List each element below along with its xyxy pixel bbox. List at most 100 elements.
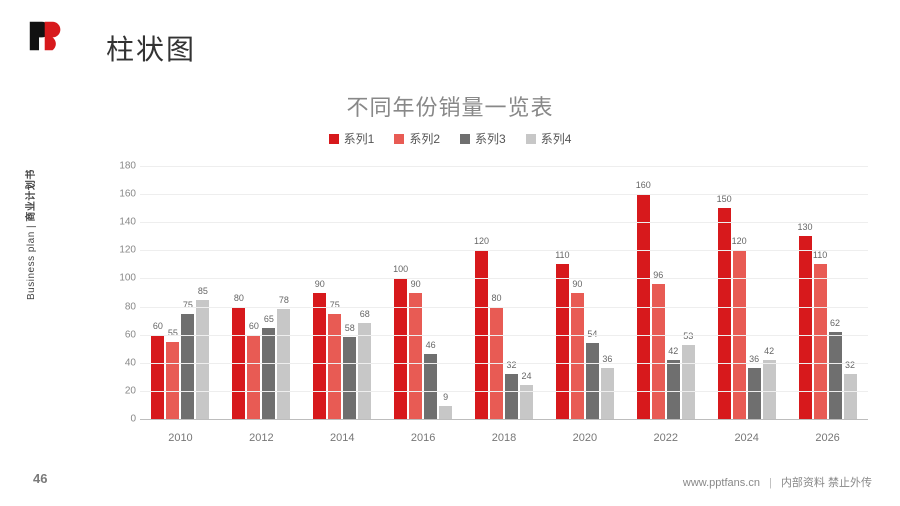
bar-value: 110 <box>555 250 569 260</box>
bar-value: 78 <box>279 295 289 305</box>
page-title: 柱状图 <box>106 28 196 68</box>
bar: 96 <box>652 284 665 419</box>
bar-value: 85 <box>198 286 208 296</box>
bar: 110 <box>556 264 569 419</box>
bar: 90 <box>571 293 584 420</box>
legend-swatch <box>460 134 470 144</box>
legend-label: 系列1 <box>344 130 375 147</box>
footer-note: 内部资料 禁止外传 <box>781 477 872 489</box>
bar: 32 <box>505 374 518 419</box>
grid-line <box>140 335 868 336</box>
bar-value: 65 <box>264 314 274 324</box>
side-label-zh: 商业计划书 <box>26 169 37 222</box>
bar-value: 160 <box>636 180 651 190</box>
bar: 150 <box>718 208 731 419</box>
y-tick: 160 <box>112 189 136 200</box>
grid-line <box>140 194 868 195</box>
bar-group: 10090469 <box>383 166 464 419</box>
bar-value: 75 <box>183 300 193 310</box>
y-tick: 100 <box>112 273 136 284</box>
chart-title: 不同年份销量一览表 <box>0 90 900 122</box>
bar-value: 32 <box>845 360 855 370</box>
x-tick: 2018 <box>464 432 545 444</box>
y-tick: 20 <box>112 385 136 396</box>
bar: 54 <box>586 343 599 419</box>
bar-value: 80 <box>491 293 501 303</box>
bar: 78 <box>277 309 290 419</box>
bar: 90 <box>409 293 422 420</box>
legend-item: 系列2 <box>394 130 440 147</box>
y-tick: 40 <box>112 357 136 368</box>
bar: 36 <box>748 368 761 419</box>
x-tick: 2020 <box>544 432 625 444</box>
bar-value: 75 <box>330 300 340 310</box>
bar-group: 120803224 <box>464 166 545 419</box>
grid-line <box>140 363 868 364</box>
x-tick: 2022 <box>625 432 706 444</box>
bar-value: 32 <box>506 360 516 370</box>
bar-value: 80 <box>234 293 244 303</box>
bar: 75 <box>181 314 194 419</box>
y-tick: 0 <box>112 414 136 425</box>
bar: 60 <box>247 335 260 419</box>
grid-line <box>140 391 868 392</box>
bar-groups: 6055758580606578907558681009046912080322… <box>140 166 868 419</box>
bar-group: 80606578 <box>221 166 302 419</box>
bar-value: 46 <box>426 340 436 350</box>
bar-group: 1301106232 <box>787 166 868 419</box>
legend-swatch <box>394 134 404 144</box>
bar-value: 110 <box>813 250 827 260</box>
grid-line <box>140 166 868 167</box>
legend-swatch <box>526 134 536 144</box>
y-tick: 80 <box>112 301 136 312</box>
bar: 100 <box>394 278 407 419</box>
bar-group: 110905436 <box>544 166 625 419</box>
bar: 36 <box>601 368 614 419</box>
x-tick: 2016 <box>383 432 464 444</box>
brand-logo <box>26 20 62 52</box>
bar: 65 <box>262 328 275 419</box>
bar: 62 <box>829 332 842 419</box>
legend-label: 系列4 <box>541 130 572 147</box>
bar: 90 <box>313 293 326 420</box>
bar-value: 60 <box>153 321 163 331</box>
y-tick: 180 <box>112 161 136 172</box>
footer: www.pptfans.cn | 内部资料 禁止外传 <box>683 474 872 490</box>
bar-chart: 6055758580606578907558681009046912080322… <box>106 160 876 450</box>
bar-group: 60557585 <box>140 166 221 419</box>
x-tick: 2010 <box>140 432 221 444</box>
legend-label: 系列3 <box>475 130 506 147</box>
bar-value: 68 <box>360 309 370 319</box>
bar-value: 42 <box>668 346 678 356</box>
page-number: 46 <box>33 471 47 486</box>
chart-legend: 系列1 系列2 系列3 系列4 <box>0 130 900 147</box>
bar-value: 62 <box>830 318 840 328</box>
legend-item: 系列4 <box>526 130 572 147</box>
x-tick: 2014 <box>302 432 383 444</box>
x-tick: 2012 <box>221 432 302 444</box>
bar-value: 120 <box>474 236 489 246</box>
bar: 46 <box>424 354 437 419</box>
bar-value: 58 <box>345 323 355 333</box>
bar-value: 24 <box>521 371 531 381</box>
legend-item: 系列3 <box>460 130 506 147</box>
bar: 9 <box>439 406 452 419</box>
grid-line <box>140 307 868 308</box>
bar-value: 90 <box>411 279 421 289</box>
plot-area: 6055758580606578907558681009046912080322… <box>140 166 868 420</box>
bar-value: 90 <box>315 279 325 289</box>
footer-url: www.pptfans.cn <box>683 477 760 489</box>
bar-group: 1501203642 <box>706 166 787 419</box>
bar: 55 <box>166 342 179 419</box>
bar: 53 <box>682 345 695 419</box>
bar: 68 <box>358 323 371 419</box>
legend-swatch <box>329 134 339 144</box>
bar-value: 42 <box>764 346 774 356</box>
bar-value: 9 <box>443 392 448 402</box>
bar-value: 60 <box>249 321 259 331</box>
y-tick: 140 <box>112 217 136 228</box>
x-axis-labels: 201020122014201620182020202220242026 <box>140 432 868 444</box>
bar-value: 90 <box>572 279 582 289</box>
bar: 32 <box>844 374 857 419</box>
grid-line <box>140 278 868 279</box>
